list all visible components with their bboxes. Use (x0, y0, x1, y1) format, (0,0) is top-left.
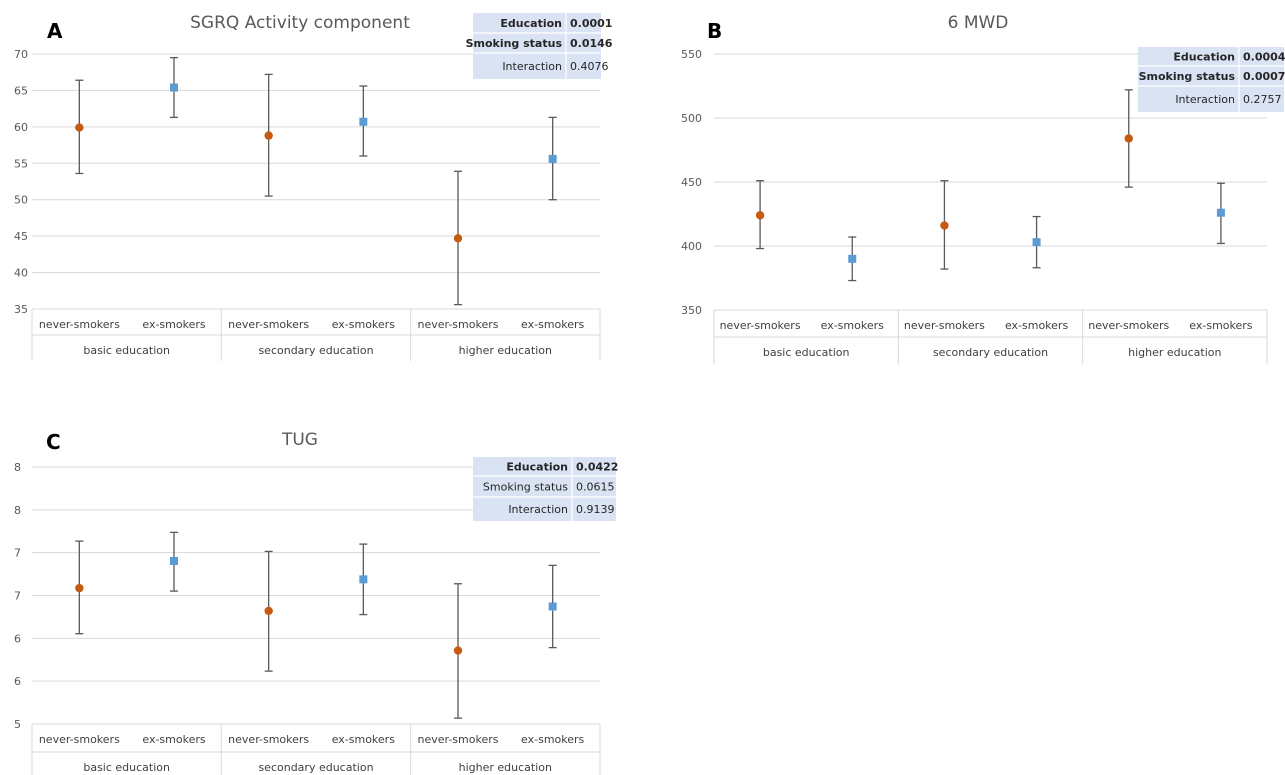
y-tick-label: 350 (681, 304, 702, 317)
panel-letter: C (46, 430, 61, 454)
data-point-never-smokers (264, 606, 273, 616)
stats-value: 0.0146 (570, 37, 613, 50)
chart-title: TUG (281, 430, 318, 450)
panel-letter: B (707, 19, 722, 43)
x-category-label: never-smokers (228, 318, 309, 331)
data-point-ex-smokers (848, 254, 857, 263)
y-tick-label: 8 (14, 504, 21, 517)
data-point-ex-smokers (170, 83, 178, 92)
y-tick-label: 5 (14, 718, 21, 731)
data-point-ex-smokers (170, 556, 178, 565)
y-tick-label: 7 (14, 547, 21, 560)
y-tick-label: 65 (14, 84, 28, 97)
x-category-label: ex-smokers (1189, 319, 1252, 332)
x-group-label: basic education (83, 344, 170, 357)
y-tick-label: 50 (14, 194, 28, 207)
stats-box (473, 13, 601, 79)
y-tick-label: 70 (14, 48, 28, 61)
stats-box (1138, 47, 1284, 112)
x-category-label: ex-smokers (521, 733, 584, 746)
stats-label: Smoking status (1139, 70, 1236, 83)
data-point-never-smokers (1124, 134, 1133, 143)
x-category-label: ex-smokers (332, 733, 395, 746)
data-point-ex-smokers (548, 602, 557, 611)
panel-letter: A (47, 19, 63, 43)
data-point-never-smokers (264, 131, 273, 140)
data-point-never-smokers (755, 211, 765, 220)
y-tick-label: 8 (14, 461, 21, 474)
x-category-label: never-smokers (418, 733, 499, 746)
stats-value: 0.0615 (576, 481, 615, 494)
x-category-label: never-smokers (39, 318, 120, 331)
x-group-label: secondary education (258, 761, 373, 774)
chart-panel-c: 5 6 6 7 7 8 8 never-smokers ex-smokers never-smok… (14, 430, 618, 775)
stats-value: 0.0004 (1243, 51, 1285, 64)
data-point-never-smokers (453, 234, 463, 243)
x-category-label: ex-smokers (521, 318, 584, 331)
x-category-label: never-smokers (904, 319, 985, 332)
stats-value: 0.0422 (576, 461, 618, 474)
y-tick-label: 35 (14, 303, 28, 316)
data-point-ex-smokers (1032, 238, 1041, 247)
x-category-label: never-smokers (1088, 319, 1169, 332)
y-tick-label: 550 (681, 48, 702, 61)
x-category-label: never-smokers (39, 733, 120, 746)
data-point-ex-smokers (1216, 208, 1225, 217)
x-category-label: never-smokers (720, 319, 801, 332)
stats-box (473, 457, 616, 521)
x-category-label: ex-smokers (1005, 319, 1068, 332)
stats-value: 0.4076 (570, 60, 609, 73)
y-tick-label: 450 (681, 176, 702, 189)
stats-label: Smoking status (466, 37, 563, 50)
data-point-never-smokers (453, 646, 463, 655)
x-category-label: ex-smokers (142, 733, 205, 746)
stats-label: Education (506, 461, 568, 474)
stats-value: 0.0001 (570, 17, 612, 30)
stats-label: Interaction (1175, 93, 1235, 106)
x-group-label: higher education (459, 761, 552, 774)
chart-panel-b: 350 400 450 500 550 never-smokers ex-smokers ne… (681, 13, 1285, 364)
x-category-label: never-smokers (228, 733, 309, 746)
stats-label: Interaction (502, 60, 562, 73)
y-tick-label: 400 (681, 240, 702, 253)
stats-value: 0.0007 (1243, 70, 1285, 83)
y-tick-label: 60 (14, 121, 28, 134)
data-point-ex-smokers (359, 117, 368, 126)
stats-label: Education (500, 17, 562, 30)
stats-label: Interaction (508, 503, 568, 516)
stats-value: 0.2757 (1243, 93, 1282, 106)
x-category-label: ex-smokers (821, 319, 884, 332)
y-tick-label: 7 (14, 590, 21, 603)
stats-value: 0.9139 (576, 503, 615, 516)
data-point-never-smokers (940, 221, 949, 230)
y-tick-label: 40 (14, 267, 28, 280)
y-tick-label: 45 (14, 230, 28, 243)
y-tick-label: 500 (681, 112, 702, 125)
y-tick-label: 6 (14, 675, 21, 688)
x-category-label: ex-smokers (142, 318, 205, 331)
data-point-ex-smokers (359, 575, 368, 584)
x-group-label: higher education (1128, 346, 1221, 359)
data-point-never-smokers (75, 123, 84, 132)
y-tick-label: 6 (14, 632, 21, 645)
x-group-label: secondary education (933, 346, 1048, 359)
x-group-label: secondary education (258, 344, 373, 357)
chart-title: SGRQ Activity component (190, 13, 410, 33)
stats-label: Education (1173, 51, 1235, 64)
x-category-label: ex-smokers (332, 318, 395, 331)
chart-panel-a: 35 40 45 50 55 60 65 70 never-smokers ex-smokers n… (14, 13, 613, 361)
x-group-label: higher education (459, 344, 552, 357)
x-group-label: basic education (763, 346, 850, 359)
data-point-ex-smokers (548, 154, 557, 163)
x-category-label: never-smokers (418, 318, 499, 331)
chart-title: 6 MWD (948, 13, 1009, 33)
stats-label: Smoking status (483, 481, 568, 494)
x-group-label: basic education (83, 761, 170, 774)
y-tick-label: 55 (14, 157, 28, 170)
data-point-never-smokers (75, 583, 84, 593)
